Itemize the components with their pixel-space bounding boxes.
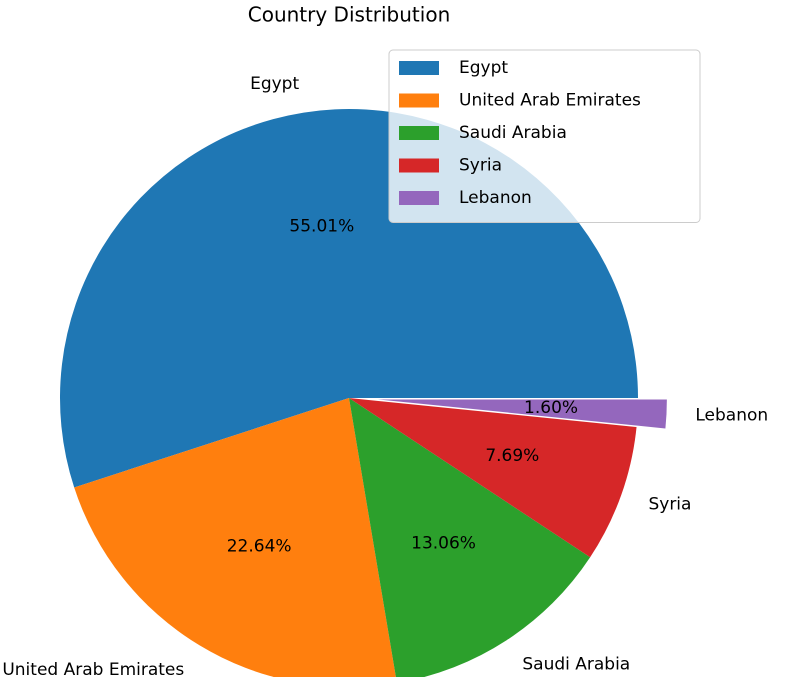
legend-swatch bbox=[399, 191, 439, 205]
percent-label: 55.01% bbox=[289, 217, 354, 237]
percent-label: 22.64% bbox=[227, 536, 292, 556]
legend-swatch bbox=[399, 126, 439, 140]
legend-swatch bbox=[399, 61, 439, 75]
legend-label: Egypt bbox=[459, 58, 508, 78]
legend: Egypt United Arab Emirates Saudi Arabia Syr… bbox=[388, 49, 701, 223]
legend-label: United Arab Emirates bbox=[459, 91, 641, 111]
wedge-label: United Arab Emirates bbox=[2, 660, 184, 677]
percent-label: 13.06% bbox=[411, 533, 476, 553]
pie-wedge bbox=[74, 398, 396, 677]
legend-box bbox=[388, 49, 701, 223]
percent-label: 1.60% bbox=[524, 398, 578, 418]
wedge-label: Syria bbox=[648, 495, 691, 515]
pie-wedge bbox=[349, 398, 637, 558]
legend-label: Syria bbox=[459, 156, 502, 176]
wedge-label: Lebanon bbox=[695, 405, 768, 425]
percent-label: 7.69% bbox=[485, 446, 539, 466]
legend-swatch bbox=[399, 158, 439, 173]
legend-label: Saudi Arabia bbox=[459, 123, 567, 143]
legend-label: Lebanon bbox=[459, 188, 532, 208]
wedge-label: Egypt bbox=[250, 74, 299, 94]
pie-wedge bbox=[349, 398, 591, 677]
wedge-label: Saudi Arabia bbox=[522, 654, 630, 674]
legend-swatch bbox=[399, 93, 439, 108]
pie-wedge bbox=[377, 399, 667, 429]
chart-title: Country Distribution bbox=[248, 3, 451, 27]
